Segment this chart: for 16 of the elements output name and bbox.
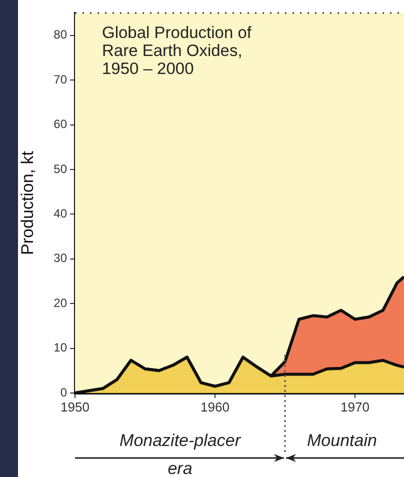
y-tick-label: 10 <box>54 340 68 355</box>
text: Global Production of Rare Earth Oxides, 1950 – 2000 <box>102 24 252 78</box>
y-tick-label: 50 <box>54 162 68 176</box>
y-axis-title: Production, kt <box>18 150 37 255</box>
y-tick-label: 20 <box>54 296 68 310</box>
y-tick-label: 40 <box>54 206 68 220</box>
x-tick-label: 1960 <box>200 399 230 414</box>
y-tick-label: 0 <box>60 385 68 400</box>
y-tick-label: 70 <box>54 72 68 86</box>
text: Mountain <box>307 431 377 450</box>
x-tick-label: 1970 <box>340 399 370 414</box>
text: Monazite-placer era <box>120 431 242 477</box>
y-tick-label: 80 <box>54 28 68 42</box>
x-tick-label: 1950 <box>60 399 90 414</box>
y-tick-label: 30 <box>54 251 68 266</box>
y-tick-label: 60 <box>54 117 68 132</box>
